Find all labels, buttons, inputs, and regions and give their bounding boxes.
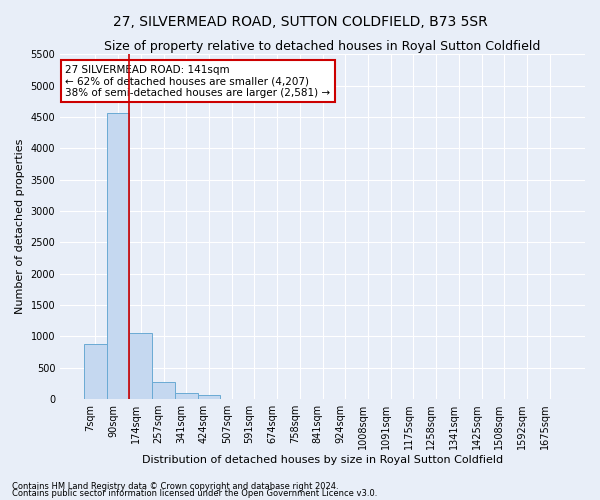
Text: 27 SILVERMEAD ROAD: 141sqm
← 62% of detached houses are smaller (4,207)
38% of s: 27 SILVERMEAD ROAD: 141sqm ← 62% of deta… [65,64,331,98]
Bar [107,113,130,399]
Title: Size of property relative to detached houses in Royal Sutton Coldfield: Size of property relative to detached ho… [104,40,541,53]
Text: Contains public sector information licensed under the Open Government Licence v3: Contains public sector information licen… [12,490,377,498]
Text: Contains HM Land Registry data © Crown copyright and database right 2024.: Contains HM Land Registry data © Crown c… [12,482,338,491]
Bar [152,382,175,399]
Y-axis label: Number of detached properties: Number of detached properties [15,139,25,314]
Text: 27, SILVERMEAD ROAD, SUTTON COLDFIELD, B73 5SR: 27, SILVERMEAD ROAD, SUTTON COLDFIELD, B… [113,15,487,29]
Bar [130,332,152,399]
X-axis label: Distribution of detached houses by size in Royal Sutton Coldfield: Distribution of detached houses by size … [142,455,503,465]
Bar [84,344,107,399]
Bar [175,394,197,399]
Bar [197,394,220,399]
